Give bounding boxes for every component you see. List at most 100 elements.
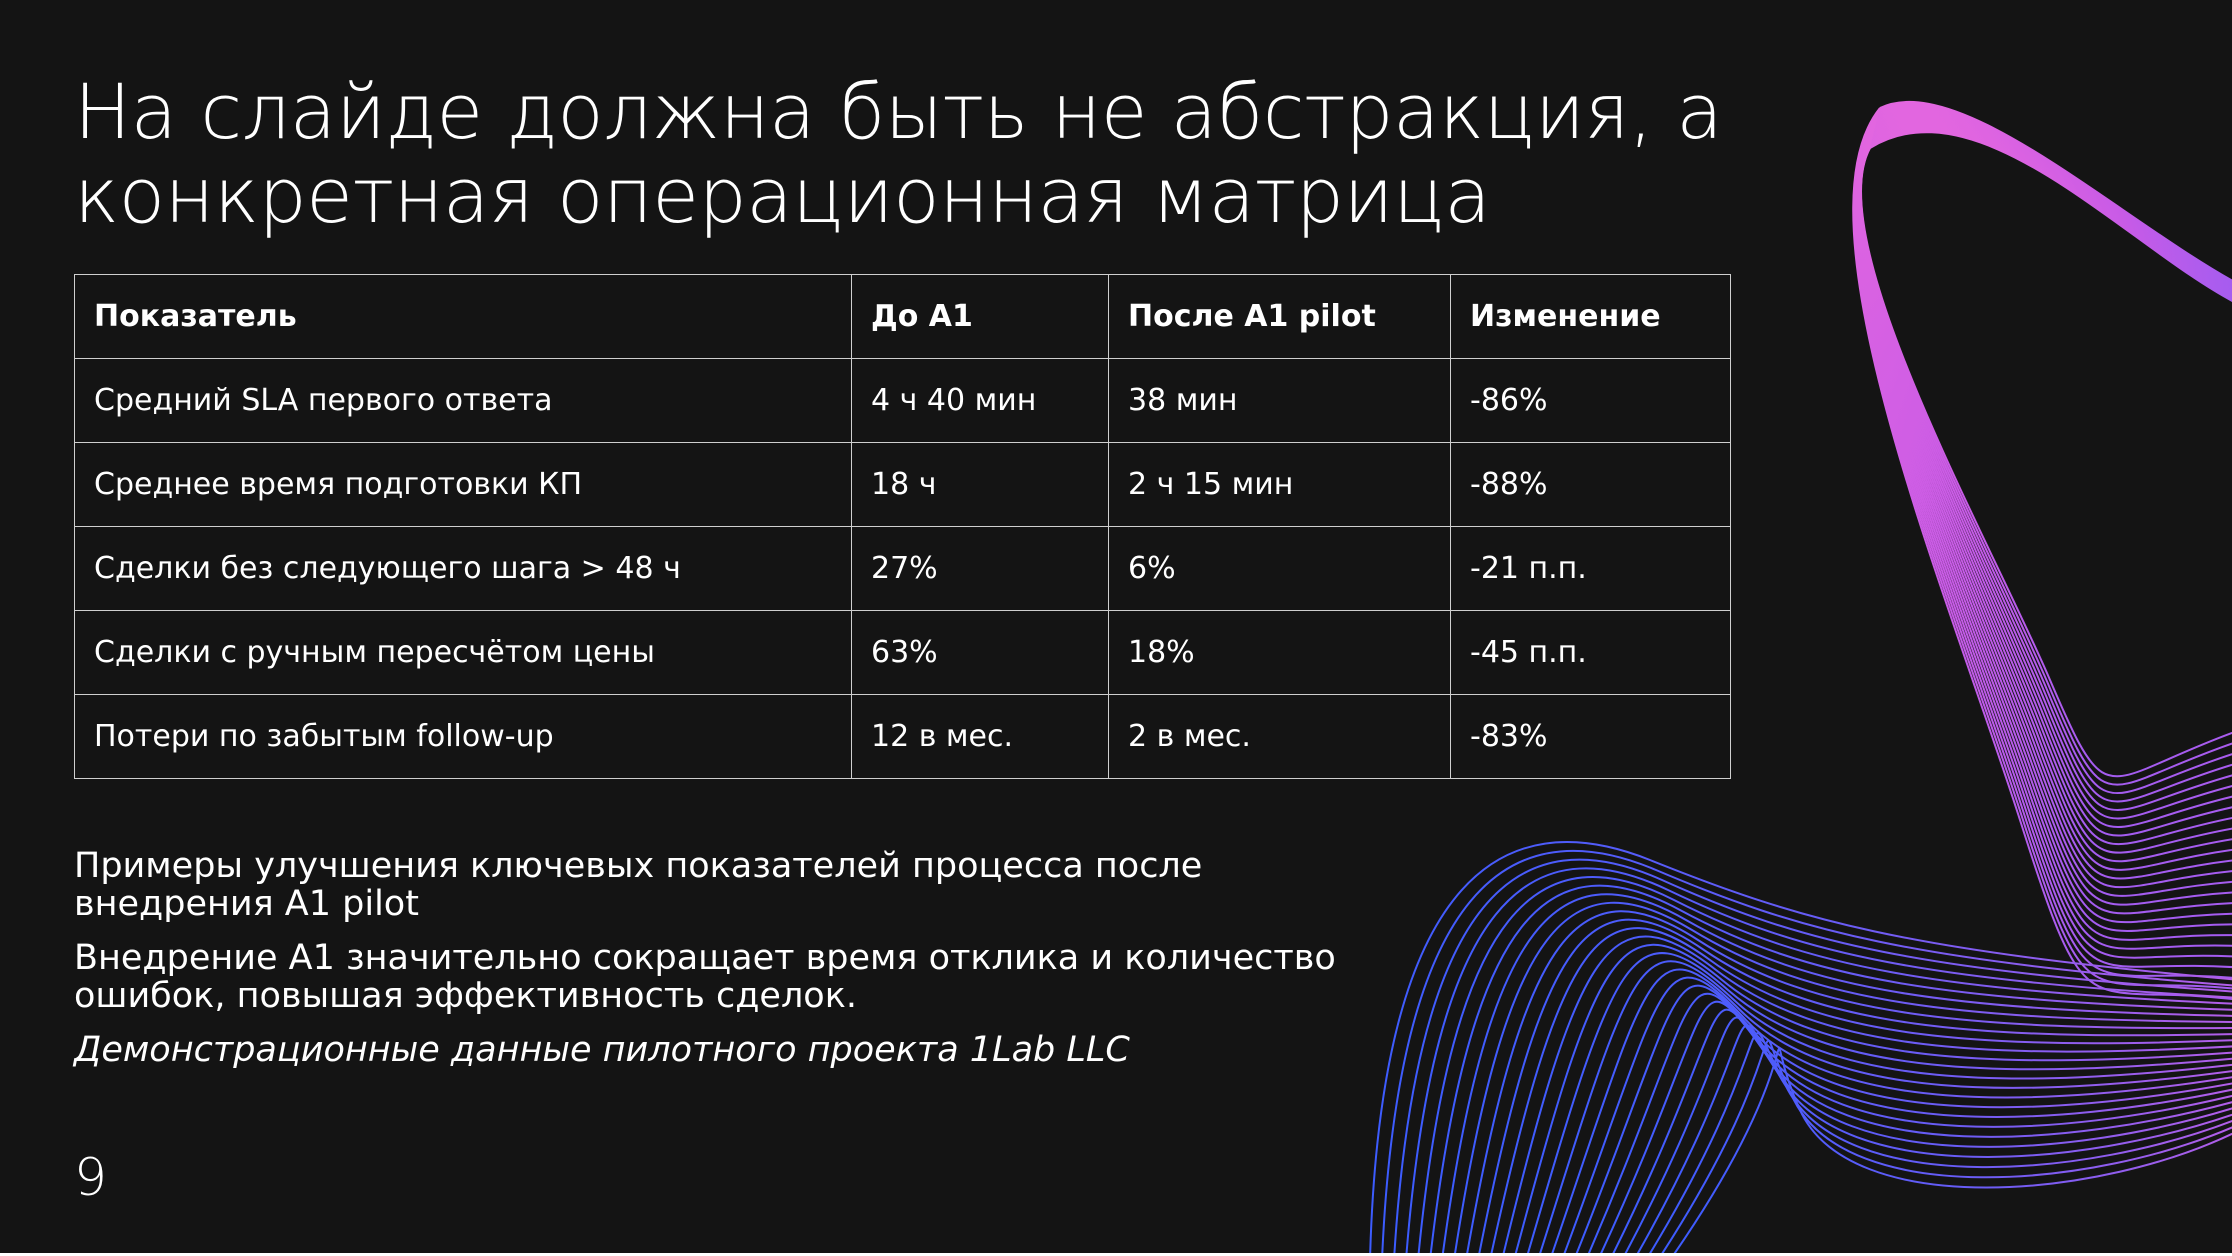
table-row: Средний SLA первого ответа 4 ч 40 мин 38… <box>74 358 1731 443</box>
pink-wave-line <box>1873 119 2232 294</box>
blue-wave-line <box>1563 976 2232 1253</box>
pink-wave-line <box>1858 137 2232 829</box>
pink-wave-line <box>1854 117 2232 941</box>
table-cell: Среднее время подготовки КП <box>74 442 852 527</box>
column-header: До A1 <box>851 274 1109 359</box>
pink-wave-line <box>1870 127 2232 300</box>
table-cell: -83% <box>1450 694 1731 779</box>
pink-wave-line <box>1859 144 2232 795</box>
blue-ribbon-lines <box>1369 841 2232 1253</box>
table-cell: Сделки с ручным пересчётом цены <box>74 610 852 695</box>
page-number: 9 <box>74 1148 108 1208</box>
pink-wave-line <box>1856 125 2232 897</box>
notes-block: Примеры улучшения ключевых показателей п… <box>74 847 1374 1085</box>
column-header: Показатель <box>74 274 852 359</box>
table-row: Сделки с ручным пересчётом цены 63% 18% … <box>74 610 1731 695</box>
table-header-row: Показатель До A1 После A1 pilot Изменени… <box>74 274 1731 359</box>
blue-wave-line <box>1502 935 2232 1253</box>
table-row: Сделки без следующего шага > 48 ч 27% 6%… <box>74 526 1731 611</box>
pink-wave-line <box>1859 147 2232 778</box>
table-row: Потери по забытым follow-up 12 в мес. 2 … <box>74 694 1731 779</box>
pink-wave-line <box>1876 110 2232 289</box>
pink-wave-line <box>1878 104 2232 285</box>
pink-wave-line <box>1852 108 2232 990</box>
table-cell: 27% <box>851 526 1109 611</box>
pink-wave-line <box>1879 102 2232 283</box>
pink-wave-line <box>1871 125 2232 298</box>
pink-wave-line <box>1875 112 2232 289</box>
pink-wave-line <box>1874 115 2232 292</box>
blue-wave-line <box>1661 1039 2232 1253</box>
metrics-table: Показатель До A1 После A1 pilot Изменени… <box>74 274 1731 779</box>
blue-wave-line <box>1405 867 2232 1253</box>
blue-wave-line <box>1575 984 2232 1253</box>
table-cell: -86% <box>1450 358 1731 443</box>
pink-ribbon-lines <box>1852 101 2232 1001</box>
pink-wave-line <box>1870 129 2232 301</box>
table-cell: 6% <box>1108 526 1451 611</box>
pink-wave-line <box>1855 120 2232 924</box>
blue-wave-line <box>1539 960 2232 1253</box>
table-cell: 2 ч 15 мин <box>1108 442 1451 527</box>
blue-wave-line <box>1624 1016 2232 1253</box>
table-cell: 18 ч <box>851 442 1109 527</box>
pink-wave-line <box>1869 130 2232 302</box>
table-cell: 4 ч 40 мин <box>851 358 1109 443</box>
pink-wave-line <box>1858 134 2232 846</box>
pink-wave-line <box>1857 131 2232 863</box>
conclusion-text: Внедрение A1 значительно сокращает время… <box>74 938 1336 1016</box>
pink-wave-line <box>1855 121 2232 915</box>
pink-wave-line <box>1873 120 2232 295</box>
table-cell: -88% <box>1450 442 1731 527</box>
blue-wave-line <box>1526 952 2232 1253</box>
table-cell: -21 п.п. <box>1450 526 1731 611</box>
pink-wave-line <box>1876 109 2232 288</box>
pink-wave-line <box>1871 126 2232 299</box>
pink-wave-line <box>1857 129 2232 871</box>
pink-wave-line <box>1874 117 2232 293</box>
pink-wave-line <box>1873 118 2232 293</box>
pink-wave-line <box>1877 106 2232 285</box>
blue-wave-line <box>1612 1008 2232 1253</box>
column-header: После A1 pilot <box>1108 274 1451 359</box>
pink-wave-line <box>1857 128 2232 880</box>
pink-wave-line <box>1859 145 2232 786</box>
pink-wave-line <box>1869 131 2232 302</box>
blue-wave-line <box>1466 910 2232 1253</box>
pink-wave-line <box>1858 133 2232 854</box>
table-cell: Средний SLA первого ответа <box>74 358 852 443</box>
table-cell: 18% <box>1108 610 1451 695</box>
table-cell: 38 мин <box>1108 358 1451 443</box>
table-cell: 12 в мес. <box>851 694 1109 779</box>
blue-wave-line <box>1600 1000 2232 1253</box>
pink-wave-line <box>1859 139 2232 820</box>
pink-wave-line <box>1854 113 2232 959</box>
blue-wave-line <box>1429 884 2232 1253</box>
summary-text: Примеры улучшения ключевых показателей п… <box>74 846 1203 924</box>
pink-wave-line <box>1875 113 2232 290</box>
blue-wave-line <box>1649 1032 2232 1253</box>
table-cell: Сделки без следующего шага > 48 ч <box>74 526 852 611</box>
pink-wave-line <box>1853 112 2232 969</box>
column-header: Изменение <box>1450 274 1731 359</box>
pink-wave-line <box>1872 123 2232 297</box>
blue-wave-line <box>1478 918 2232 1253</box>
table-cell: Потери по забытым follow-up <box>74 694 852 779</box>
source-note: Демонстрационные данные пилотного проект… <box>74 1030 1130 1070</box>
table-cell: 63% <box>851 610 1109 695</box>
blue-wave-line <box>1636 1024 2232 1253</box>
pink-wave-line <box>1878 103 2232 284</box>
blue-wave-line <box>1454 901 2232 1253</box>
table-row: Среднее время подготовки КП 18 ч 2 ч 15 … <box>74 442 1731 527</box>
pink-wave-line <box>1859 142 2232 803</box>
blue-wave-line <box>1369 841 2232 1253</box>
blue-wave-line <box>1417 876 2232 1253</box>
blue-wave-line <box>1587 992 2232 1253</box>
pink-wave-line <box>1871 124 2232 297</box>
pink-wave-line <box>1872 121 2232 296</box>
pink-wave-line <box>1856 123 2232 906</box>
blue-wave-line <box>1514 943 2232 1253</box>
blue-wave-line <box>1441 893 2232 1253</box>
blue-wave-line <box>1551 968 2232 1253</box>
